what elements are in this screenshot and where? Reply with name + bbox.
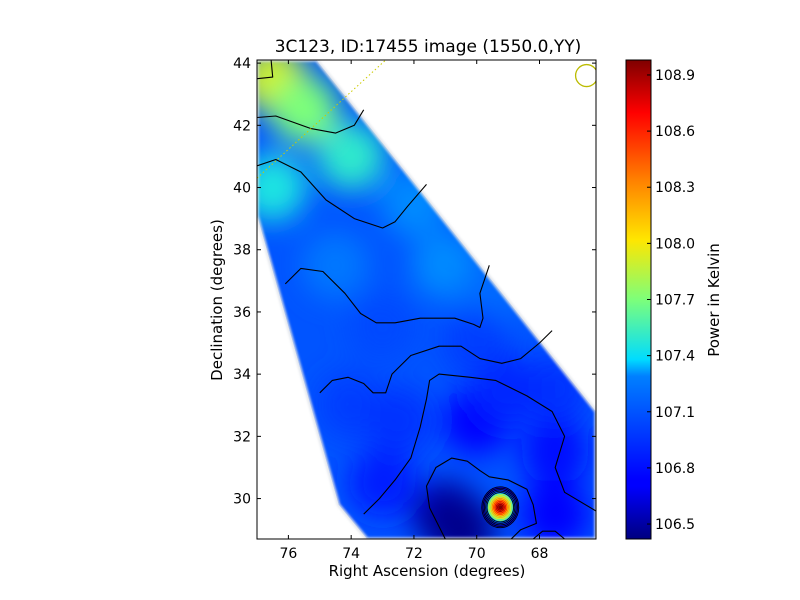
field-sample (317, 122, 386, 191)
field-sample (521, 417, 590, 486)
field-sample (270, 75, 339, 144)
colorbar-tick-label: 106.8 (655, 461, 695, 477)
beam-marker (574, 63, 596, 88)
source-contour (498, 505, 503, 510)
colorbar-tick-label: 108.9 (655, 68, 695, 84)
plot-area (257, 60, 596, 539)
contour-lines (257, 60, 596, 539)
field-sample (348, 449, 417, 518)
contour-line (257, 158, 427, 229)
colorbar-tick-label: 108.0 (655, 236, 695, 252)
contour-line (257, 109, 365, 134)
x-tick-label: 76 (279, 546, 297, 562)
colorbar-tick-label: 107.7 (655, 293, 695, 309)
colorbar-tick-label: 108.6 (655, 124, 695, 140)
overlay-markers (257, 60, 596, 179)
colorbar-tick-label: 107.4 (655, 349, 695, 365)
contour-line (363, 373, 596, 515)
x-tick-label: 72 (405, 546, 423, 562)
x-axis-label: Right Ascension (degrees) (329, 562, 526, 580)
colorbar-label: Power in Kelvin (705, 243, 723, 357)
field-sample (348, 293, 417, 362)
y-tick-label: 42 (233, 118, 251, 134)
field-sample (474, 355, 543, 424)
y-axis-label: Declination (degrees) (208, 219, 226, 381)
field-sample (379, 169, 448, 238)
heatmap-field (257, 60, 596, 539)
contour-line (319, 330, 553, 394)
y-tick-label: 40 (233, 181, 251, 197)
x-tick-label: 68 (531, 546, 549, 562)
colorbar-tick-label: 107.1 (655, 405, 695, 421)
y-tick-label: 34 (233, 367, 251, 383)
colorbar-tick-label: 108.3 (655, 180, 695, 196)
axes-frame (256, 59, 597, 540)
field-sample (364, 386, 433, 455)
contour-line (425, 457, 537, 539)
coverage-edge (257, 60, 596, 539)
x-tick-label: 74 (342, 546, 360, 562)
contour-line (284, 265, 490, 329)
field-sample (427, 495, 496, 539)
y-tick-label: 36 (233, 305, 251, 321)
y-tick-label: 44 (233, 56, 251, 72)
x-axis: 76 74 72 70 68 (279, 60, 548, 562)
dotted-guide-line (257, 60, 387, 179)
colorbar-tick-label: 106.5 (655, 517, 695, 533)
field-sample (301, 231, 370, 300)
y-tick-label: 32 (233, 429, 251, 445)
y-axis: 30 32 34 36 38 40 42 44 (233, 56, 596, 508)
contour-line (532, 530, 565, 539)
chart-title: 3C123, ID:17455 image (1550.0,YY) (275, 37, 582, 57)
colorbar: 106.5 106.8 107.1 107.4 107.7 108.0 108.3 108.6… (625, 59, 723, 540)
field-sample (257, 153, 307, 222)
y-tick-label: 30 (233, 492, 251, 508)
colorbar-ticks: 106.5 106.8 107.1 107.4 107.7 108.0 108.3 108.6… (647, 68, 695, 533)
x-tick-label: 70 (468, 546, 486, 562)
contour-line (257, 60, 274, 80)
y-tick-label: 38 (233, 243, 251, 259)
coverage-region (257, 60, 596, 539)
bright-source (481, 486, 520, 529)
